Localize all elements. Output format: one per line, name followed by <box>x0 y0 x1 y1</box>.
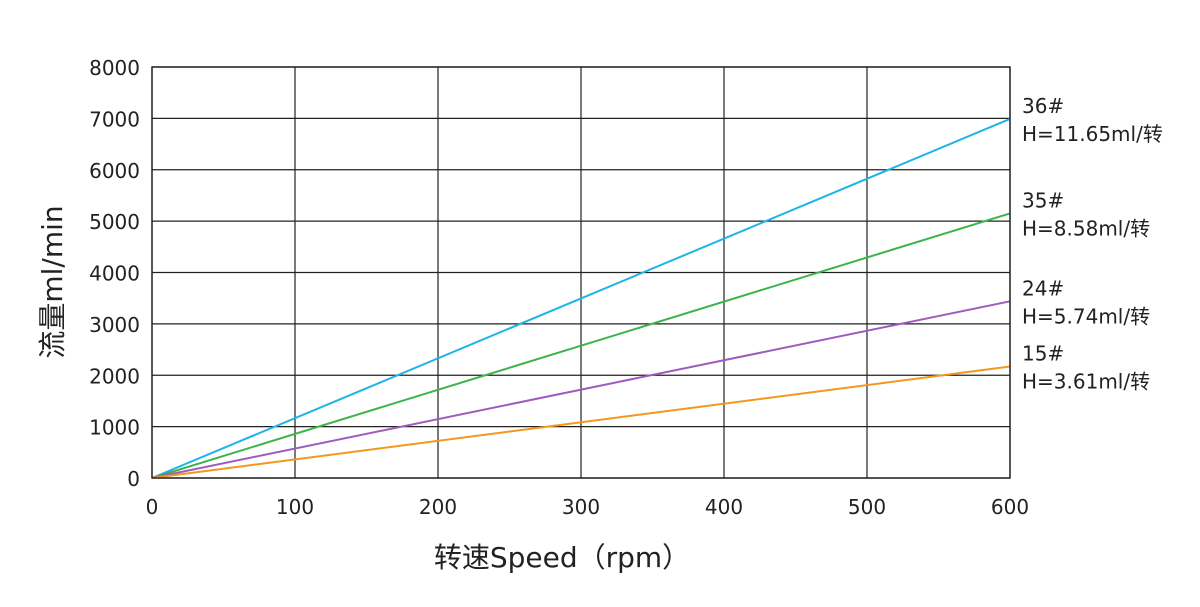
y-tick-label: 5000 <box>89 210 140 234</box>
x-tick-label: 100 <box>276 495 314 519</box>
y-tick-label: 1000 <box>89 416 140 440</box>
x-tick-label: 300 <box>562 495 600 519</box>
tick-labels: 0 100 200 300 400 500 600010002000300040005000… <box>89 56 1029 519</box>
grid-lines <box>151 66 1011 479</box>
x-tick-label: 0 <box>146 495 159 519</box>
series-label-name: 35# <box>1022 188 1064 212</box>
y-tick-label: 6000 <box>89 159 140 183</box>
series-label-name: 15# <box>1022 342 1064 366</box>
series-label-h: H=11.65ml/转 <box>1022 122 1163 146</box>
series-lines <box>151 117 1011 479</box>
x-tick-label: 200 <box>419 495 457 519</box>
y-tick-label: 3000 <box>89 313 140 337</box>
y-tick-label: 2000 <box>89 364 140 388</box>
series-line-24 <box>151 300 1011 479</box>
x-tick-label: 400 <box>705 495 743 519</box>
series-label-name: 36# <box>1022 94 1064 118</box>
y-tick-label: 4000 <box>89 262 140 286</box>
series-line-36 <box>151 117 1011 479</box>
series-label-h: H=3.61ml/转 <box>1022 370 1150 394</box>
x-tick-label: 600 <box>991 495 1029 519</box>
y-tick-label: 0 <box>127 467 140 491</box>
series-label-name: 24# <box>1022 276 1064 300</box>
series-label-h: H=5.74ml/转 <box>1022 304 1150 328</box>
series-line-35 <box>151 212 1011 479</box>
series-label-h: H=8.58ml/转 <box>1022 216 1150 240</box>
y-tick-label: 8000 <box>89 56 140 80</box>
series-labels: 36# H=11.65ml/转 35# H=8.58ml/转 24# H=5.74ml/转… <box>1022 94 1163 394</box>
x-axis-title: 转速Speed（rpm） <box>434 541 690 574</box>
plot-frame <box>151 66 1011 479</box>
series-line-15 <box>151 365 1011 479</box>
x-tick-label: 500 <box>848 495 886 519</box>
y-axis-title: 流量ml/min <box>36 205 69 358</box>
y-tick-label: 7000 <box>89 107 140 131</box>
